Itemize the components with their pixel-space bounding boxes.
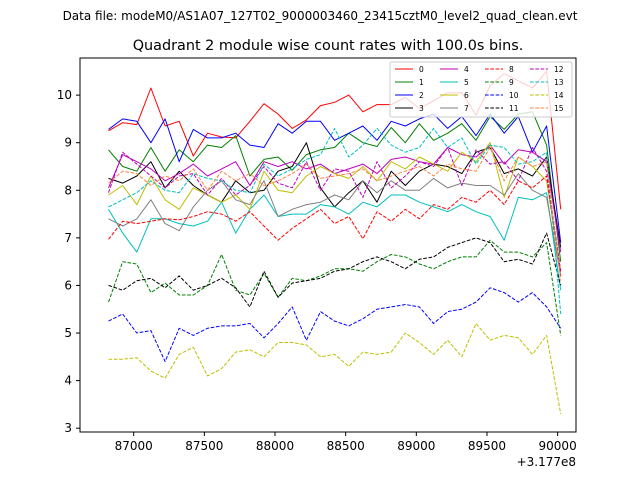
- legend-label-14: 14: [554, 91, 564, 100]
- axes-frame: [79, 57, 577, 433]
- figure-suptitle: Data file: modeM0/AS1A07_127T02_90000034…: [63, 9, 578, 23]
- series-line-2: [108, 113, 562, 243]
- series-line-11: [108, 232, 562, 308]
- legend-label-7: 7: [464, 104, 469, 113]
- x-axis: 87000 87500 88000 88500 89000 89500 90000: [115, 432, 577, 453]
- x-axis-offset-label: +3.177e8: [517, 455, 576, 469]
- series-line-13: [108, 127, 562, 315]
- chart-title: Quadrant 2 module wise count rates with …: [133, 38, 524, 54]
- y-tick-label: 6: [64, 278, 72, 292]
- legend-label-6: 6: [464, 91, 469, 100]
- series-line-7: [108, 173, 562, 276]
- x-tick-label: 89000: [397, 439, 435, 453]
- legend-box: [389, 61, 573, 118]
- series-line-12: [108, 147, 562, 272]
- y-tick-label: 7: [64, 231, 72, 245]
- legend-label-10: 10: [509, 91, 519, 100]
- series-line-9: [108, 239, 562, 336]
- legend-label-0: 0: [419, 65, 424, 74]
- x-tick-label: 88500: [327, 439, 365, 453]
- series-line-6: [108, 142, 562, 272]
- x-tick-label: 88000: [256, 439, 294, 453]
- legend-label-4: 4: [464, 65, 469, 74]
- y-tick-label: 10: [57, 88, 72, 102]
- series-line-1: [108, 111, 562, 262]
- x-tick-label: 90000: [539, 439, 577, 453]
- y-tick-label: 5: [64, 326, 72, 340]
- series-layer: [108, 70, 562, 414]
- y-tick-label: 8: [64, 183, 72, 197]
- y-tick-label: 4: [64, 374, 72, 388]
- legend-label-15: 15: [554, 104, 564, 113]
- x-tick-label: 89500: [468, 439, 506, 453]
- legend-label-2: 2: [419, 91, 424, 100]
- legend-label-3: 3: [419, 104, 424, 113]
- x-tick-label: 87500: [185, 439, 223, 453]
- series-line-10: [108, 287, 562, 363]
- legend-label-1: 1: [419, 78, 424, 87]
- series-line-8: [108, 175, 562, 276]
- x-tick-label: 87000: [115, 439, 153, 453]
- legend-label-13: 13: [554, 78, 564, 87]
- y-tick-label: 9: [64, 136, 72, 150]
- legend-label-8: 8: [509, 65, 514, 74]
- y-axis: 3 4 5 6 7 8 9 10: [57, 88, 80, 435]
- legend-label-5: 5: [464, 78, 469, 87]
- legend-label-12: 12: [554, 65, 564, 74]
- series-line-5: [108, 192, 562, 291]
- legend-label-9: 9: [509, 78, 514, 87]
- y-tick-label: 3: [64, 421, 72, 435]
- plot-area: [79, 57, 577, 433]
- series-line-14: [108, 323, 562, 414]
- legend-label-11: 11: [509, 104, 519, 113]
